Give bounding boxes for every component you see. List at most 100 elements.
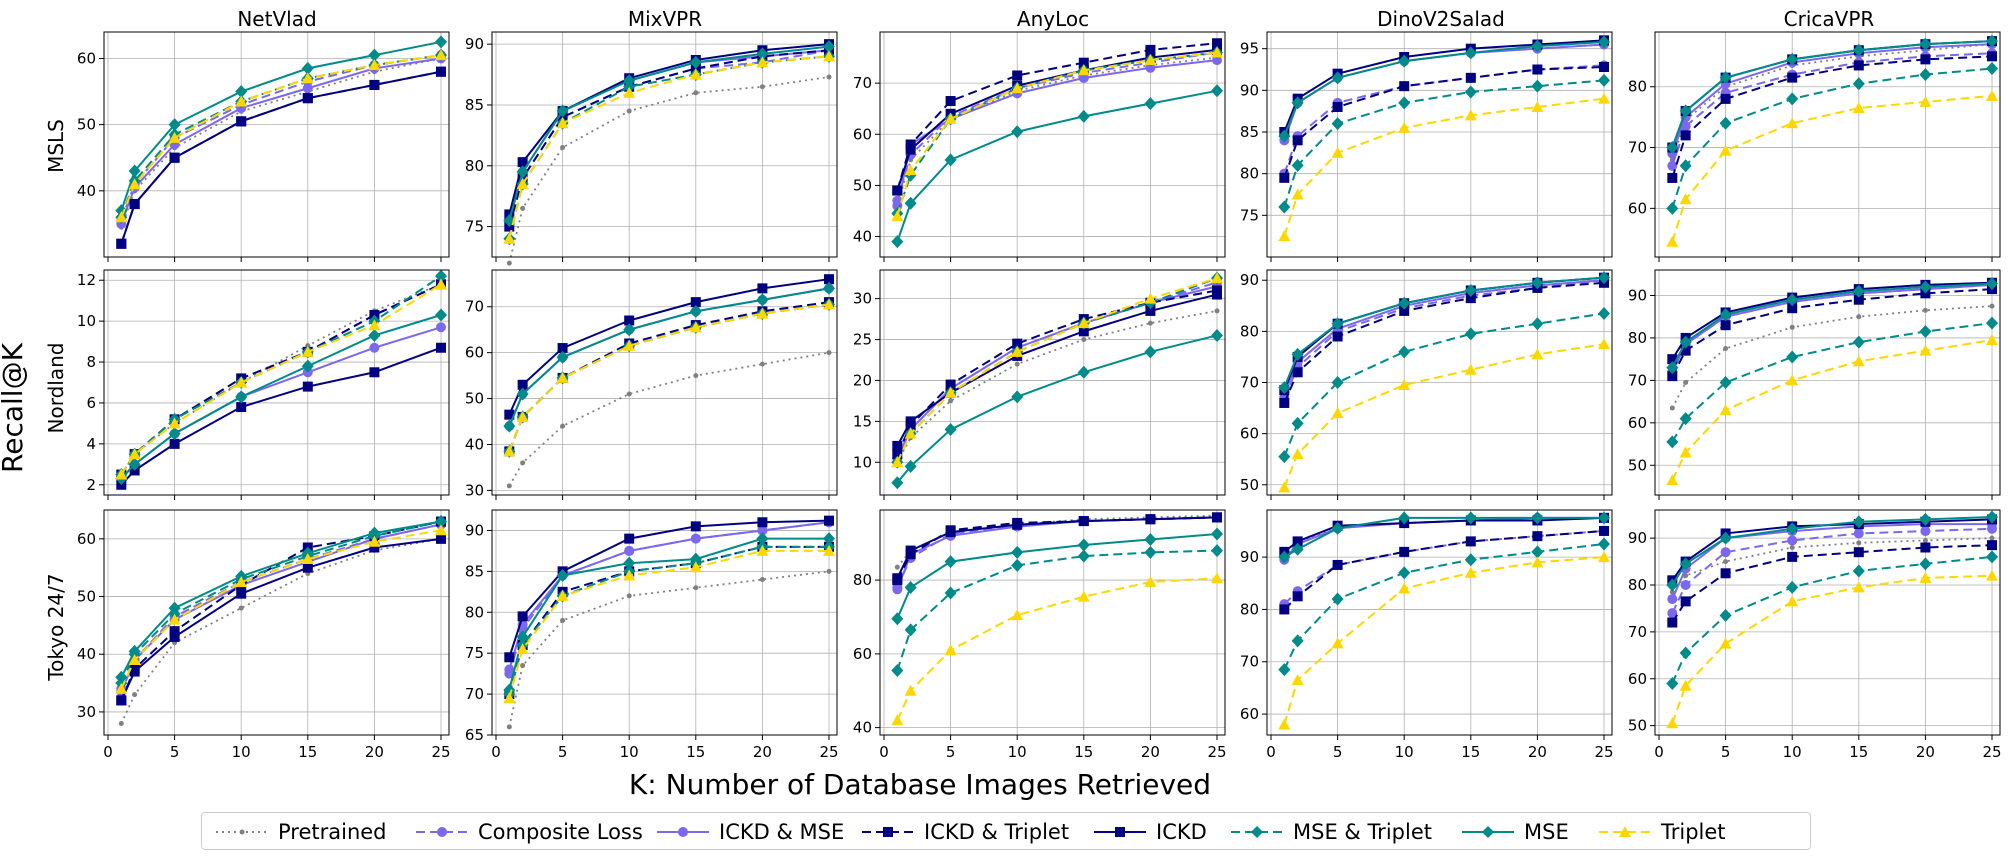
x-tick-label: 5 bbox=[946, 743, 956, 761]
data-point bbox=[1919, 344, 1932, 356]
chart-panel: 40 50 60 70 bbox=[853, 31, 1226, 262]
data-point bbox=[1786, 293, 1799, 307]
data-point bbox=[623, 74, 636, 88]
data-point bbox=[169, 152, 180, 163]
legend-swatch bbox=[416, 827, 468, 837]
column-title-dinov2salad: DinoV2Salad bbox=[1377, 7, 1505, 31]
data-point bbox=[690, 521, 701, 532]
row-label-msls: MSLS bbox=[44, 119, 68, 173]
data-point bbox=[1919, 512, 1932, 526]
data-point bbox=[1077, 64, 1090, 76]
data-point bbox=[1292, 367, 1303, 378]
y-axis-label: Recall@K bbox=[0, 342, 29, 473]
data-point bbox=[759, 84, 765, 90]
data-point bbox=[1012, 519, 1023, 530]
data-point bbox=[1852, 43, 1865, 57]
data-point bbox=[1683, 573, 1689, 579]
data-point bbox=[905, 545, 916, 556]
y-tick-label: 15 bbox=[853, 412, 872, 430]
series-line bbox=[1671, 67, 1993, 209]
y-tick-label: 85 bbox=[465, 96, 484, 114]
data-point bbox=[503, 692, 516, 704]
data-point bbox=[1398, 379, 1411, 391]
data-point bbox=[1078, 326, 1089, 337]
data-point bbox=[1212, 55, 1223, 66]
series-line bbox=[508, 545, 830, 695]
data-point bbox=[626, 593, 632, 599]
data-point bbox=[115, 468, 128, 480]
data-point bbox=[1719, 376, 1732, 389]
data-point bbox=[556, 589, 569, 601]
data-point bbox=[624, 315, 635, 326]
x-tick-label: 10 bbox=[1395, 743, 1414, 761]
data-point bbox=[1331, 376, 1344, 389]
data-point bbox=[1679, 557, 1692, 571]
data-point bbox=[1856, 540, 1862, 546]
y-tick-label: 60 bbox=[1240, 425, 1259, 443]
series-line bbox=[1283, 43, 1605, 141]
data-point bbox=[1919, 280, 1932, 294]
data-point bbox=[891, 612, 904, 626]
y-tick-label: 40 bbox=[853, 719, 872, 737]
data-point bbox=[1291, 158, 1304, 172]
data-point bbox=[1679, 679, 1692, 691]
data-point bbox=[1987, 51, 1998, 62]
data-point bbox=[690, 297, 701, 308]
data-point bbox=[169, 438, 180, 449]
data-point bbox=[236, 116, 247, 127]
data-point bbox=[1278, 718, 1291, 730]
data-point bbox=[1986, 89, 1999, 101]
x-tick-label: 25 bbox=[1594, 743, 1613, 761]
data-point bbox=[516, 630, 529, 644]
data-point bbox=[693, 585, 699, 591]
data-point bbox=[1679, 335, 1692, 349]
data-point bbox=[1332, 559, 1343, 570]
data-point bbox=[1667, 608, 1678, 619]
data-point bbox=[506, 260, 512, 266]
series-line bbox=[1671, 43, 1993, 160]
x-tick-label: 5 bbox=[558, 743, 568, 761]
data-point bbox=[1789, 324, 1795, 330]
data-point bbox=[168, 613, 181, 625]
series-line bbox=[508, 49, 830, 227]
y-tick-label: 60 bbox=[77, 530, 96, 548]
series-line bbox=[508, 45, 830, 221]
data-point bbox=[891, 663, 904, 677]
data-point bbox=[169, 626, 180, 637]
data-point bbox=[757, 525, 768, 536]
series-line bbox=[1283, 529, 1605, 611]
series-line bbox=[896, 516, 1218, 588]
y-tick-label: 90 bbox=[465, 35, 484, 53]
data-point bbox=[436, 342, 447, 353]
chart-panel: 40 60 80 0 5 10 15 20 25 bbox=[853, 509, 1227, 761]
y-tick-label: 95 bbox=[1240, 40, 1259, 58]
x-tick-label: 15 bbox=[686, 743, 705, 761]
data-point bbox=[944, 112, 957, 124]
data-point bbox=[369, 542, 380, 553]
y-tick-label: 40 bbox=[465, 435, 484, 453]
data-point bbox=[1331, 407, 1344, 419]
data-point bbox=[892, 584, 903, 595]
data-point bbox=[169, 631, 180, 642]
data-point bbox=[1212, 512, 1223, 523]
series-line bbox=[120, 70, 442, 245]
data-point bbox=[1292, 591, 1303, 602]
series-line bbox=[1283, 516, 1605, 561]
data-point bbox=[1291, 416, 1304, 430]
x-tick-label: 25 bbox=[431, 743, 450, 761]
data-point bbox=[892, 573, 903, 584]
data-point bbox=[905, 139, 916, 150]
plot-frame bbox=[103, 31, 450, 258]
row-label-tokyo: Tokyo 24/7 bbox=[44, 573, 68, 681]
chart-panel: 75 80 85 90 95 bbox=[1240, 31, 1613, 262]
data-point bbox=[1531, 511, 1544, 525]
data-point bbox=[945, 96, 956, 107]
data-point bbox=[1786, 350, 1799, 364]
series-line bbox=[120, 346, 442, 486]
data-point bbox=[904, 427, 917, 439]
data-point bbox=[1291, 448, 1304, 460]
data-point bbox=[1680, 580, 1691, 590]
x-tick-label: 20 bbox=[1916, 743, 1935, 761]
data-point bbox=[757, 517, 768, 528]
data-point bbox=[1331, 637, 1344, 649]
